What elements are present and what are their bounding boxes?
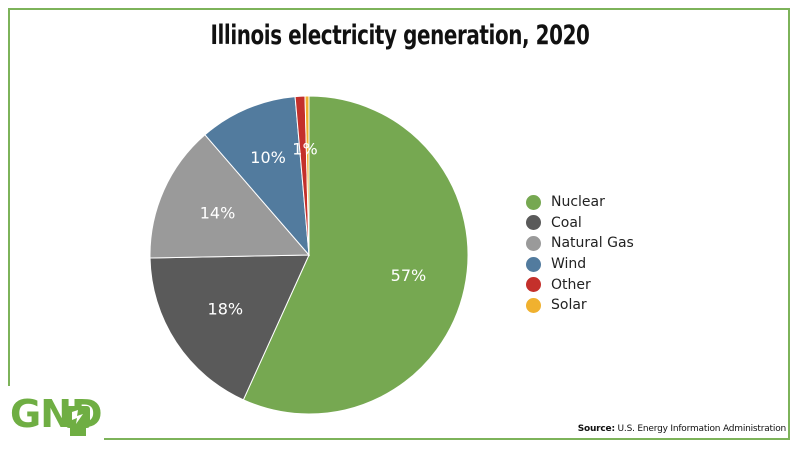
pie-slice-nuclear [242, 95, 469, 415]
source-text: U.S. Energy Information Administration [617, 424, 787, 434]
data-label-other: 1% [292, 140, 317, 159]
legend-label: Other [551, 276, 591, 293]
legend-item-nuclear: Nuclear [526, 192, 634, 213]
pie-slice-coal [149, 254, 310, 401]
legend-item-other: Other [526, 274, 634, 295]
pie-slice-solar [304, 95, 310, 256]
pie-slice-natural-gas [149, 134, 311, 259]
raised-fist-icon [66, 406, 90, 436]
legend-item-natural-gas: Natural Gas [526, 233, 634, 254]
legend-swatch [526, 215, 541, 231]
legend-swatch [526, 194, 541, 210]
legend-swatch [526, 235, 541, 251]
data-label-nuclear: 57% [391, 266, 427, 285]
data-label-wind: 10% [250, 148, 286, 167]
legend-label: Nuclear [551, 194, 605, 211]
legend-label: Coal [551, 214, 582, 231]
chart-legend: Nuclear Coal Natural Gas Wind Other Solar [526, 192, 634, 316]
legend-label: Wind [551, 256, 587, 273]
legend-item-wind: Wind [526, 254, 634, 275]
legend-label: Natural Gas [551, 235, 634, 252]
legend-item-coal: Coal [526, 213, 634, 234]
data-label-coal: 18% [208, 300, 244, 319]
chart-title: Illinois electricity generation, 2020 [210, 20, 590, 51]
data-label-natural-gas: 14% [200, 204, 236, 223]
legend-swatch [526, 256, 541, 272]
pie-slice-wind [204, 96, 310, 257]
legend-swatch [526, 277, 541, 293]
source-note: Source: U.S. Energy Information Administ… [578, 424, 786, 434]
source-label: Source: [577, 424, 615, 434]
legend-item-solar: Solar [526, 295, 634, 316]
legend-swatch [526, 297, 541, 313]
legend-label: Solar [551, 297, 587, 314]
